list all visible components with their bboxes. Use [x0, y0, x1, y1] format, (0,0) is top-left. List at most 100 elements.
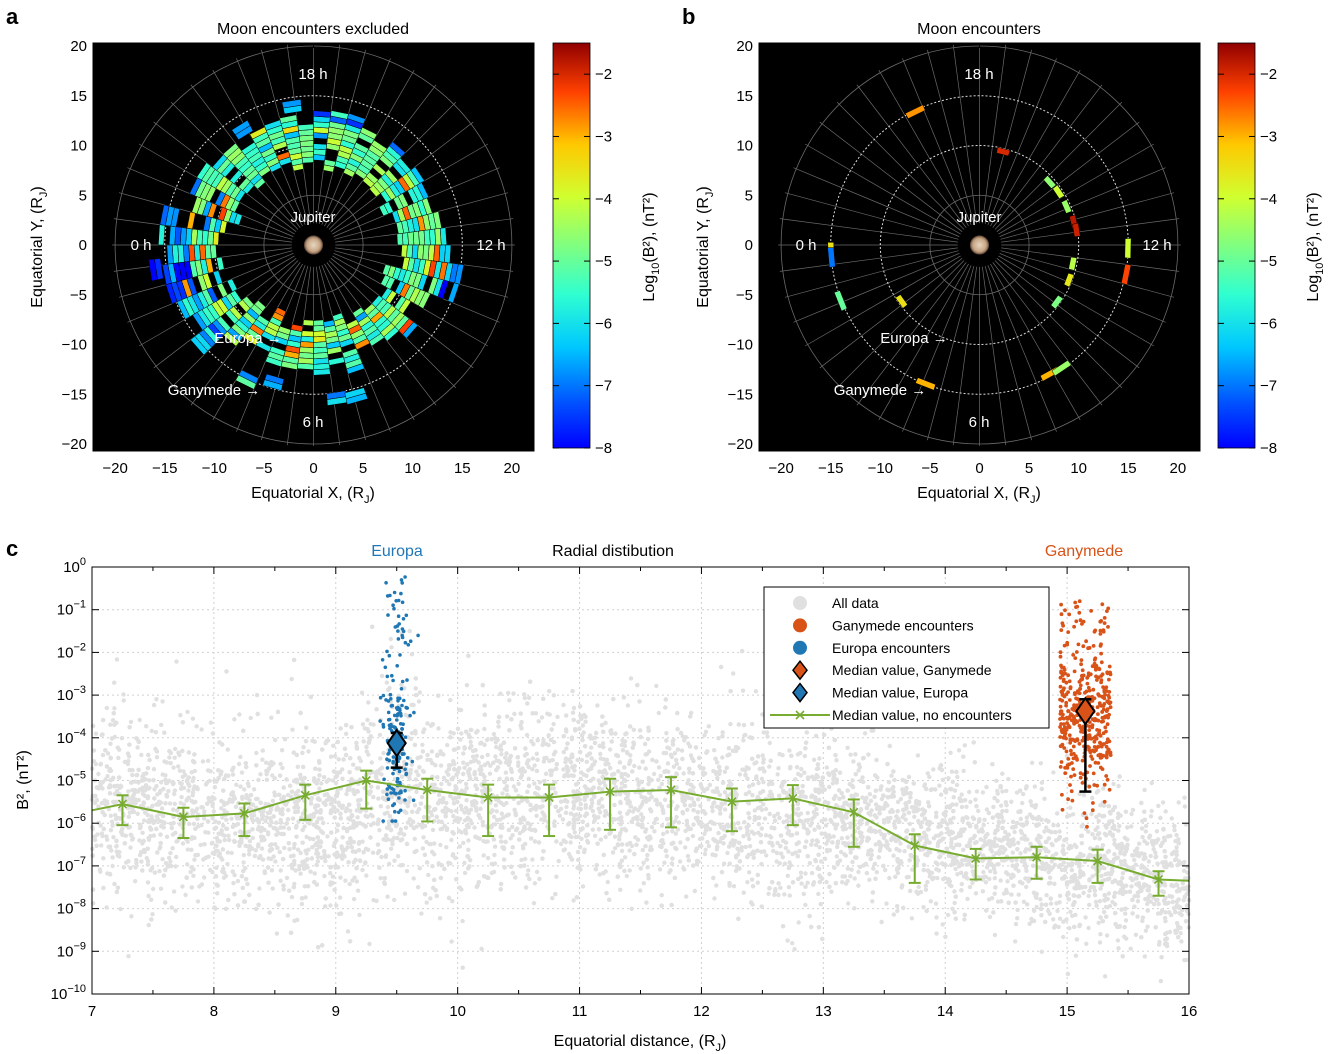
all-data-point [295, 847, 301, 852]
all-data-point [550, 896, 555, 901]
all-data-point [906, 810, 912, 815]
panel-c: Radial distibution Europa Ganymede 7 8 9 10… [15, 543, 1197, 1054]
all-data-point [629, 843, 635, 849]
all-data-point [1143, 829, 1149, 834]
all-data-point [185, 709, 190, 715]
all-data-point [580, 884, 586, 889]
heatmap-cell [454, 263, 465, 285]
all-data-point [934, 810, 939, 815]
heatmap-cell [249, 126, 268, 140]
all-data-point [1182, 795, 1187, 800]
all-data-point [1097, 899, 1103, 904]
all-data-point [596, 786, 602, 791]
panel-b-ylabel: Equatorial Y, (RJ) [695, 186, 716, 307]
all-data-point [96, 771, 101, 777]
all-data-point [458, 737, 463, 742]
all-data-point [889, 807, 894, 813]
all-data-point [561, 767, 566, 772]
all-data-point [989, 896, 995, 901]
all-data-point [925, 879, 930, 885]
all-data-point [308, 869, 313, 874]
all-data-point [798, 773, 803, 778]
all-data-point [794, 811, 799, 816]
all-data-point [504, 787, 509, 793]
all-data-point [1052, 881, 1057, 886]
all-data-point [564, 746, 569, 751]
polar-spoke [1000, 250, 1175, 298]
all-data-point [459, 887, 464, 892]
all-data-point [299, 901, 305, 907]
all-data-point [848, 874, 853, 879]
all-data-point [617, 833, 622, 838]
all-data-point [953, 866, 958, 872]
polar-spoke [992, 84, 1103, 228]
all-data-point [1060, 843, 1066, 848]
x-tick-label: 5 [1025, 460, 1033, 477]
heatmap-cell [1124, 238, 1132, 259]
all-data-point [1016, 892, 1021, 897]
heatmap-cell [297, 362, 314, 370]
all-data-point [1015, 916, 1020, 921]
all-data-point [671, 764, 677, 769]
all-data-point [537, 780, 543, 785]
all-data-point [108, 828, 114, 833]
all-data-point [188, 869, 193, 875]
all-data-point [1149, 840, 1155, 845]
polar-spoke [1001, 247, 1180, 272]
all-data-point [1148, 853, 1153, 859]
all-data-point [448, 861, 453, 866]
panel-a-label-jupiter: Jupiter [290, 209, 335, 226]
all-data-point [412, 836, 417, 842]
all-data-point [360, 722, 366, 727]
all-data-point [1043, 847, 1049, 852]
panel-a-letter: a [6, 4, 19, 29]
all-data-point [716, 736, 721, 741]
all-data-point [664, 854, 669, 859]
all-data-point [358, 797, 363, 803]
x-tick-label: 15 [454, 460, 471, 477]
all-data-point [393, 824, 399, 829]
all-data-point [579, 757, 585, 763]
heatmap-cell [915, 377, 936, 391]
all-data-point [850, 859, 855, 865]
all-data-point [536, 719, 541, 724]
all-data-point [518, 820, 523, 826]
all-data-point [848, 821, 853, 826]
all-data-point [298, 850, 303, 856]
all-data-point [266, 856, 271, 861]
all-data-point [952, 889, 957, 894]
all-data-point [503, 770, 509, 775]
all-data-point [300, 811, 306, 816]
all-data-point [1120, 875, 1125, 881]
panel-a-colorbar-label: Log10(B²), (nT²) [641, 192, 662, 301]
all-data-point [388, 636, 393, 642]
all-data-point [813, 733, 819, 739]
all-data-point [334, 903, 339, 908]
all-data-point [930, 876, 935, 882]
all-data-point [762, 816, 768, 821]
all-data-point [309, 795, 314, 801]
all-data-point [183, 892, 188, 898]
all-data-point [1000, 808, 1005, 814]
all-data-point [383, 854, 388, 859]
all-data-point [360, 867, 365, 873]
all-data-point [180, 774, 185, 779]
all-data-point [1130, 807, 1136, 813]
all-data-point [1068, 805, 1073, 810]
all-data-point [398, 827, 403, 832]
all-data-point [576, 719, 581, 724]
all-data-point [160, 813, 166, 819]
all-data-point [909, 916, 915, 921]
all-data-point [1102, 974, 1108, 979]
all-data-point [133, 865, 138, 870]
heatmap-cell [216, 256, 225, 271]
all-data-point [654, 683, 659, 689]
all-data-point [1034, 816, 1039, 821]
all-data-point [1038, 897, 1043, 902]
heatmap-cell [165, 282, 178, 305]
all-data-point [785, 938, 790, 943]
panel-c-title: Radial distibution [552, 543, 674, 560]
heatmap-cell [190, 335, 209, 356]
all-data-point [687, 770, 692, 775]
all-data-point [760, 753, 765, 758]
